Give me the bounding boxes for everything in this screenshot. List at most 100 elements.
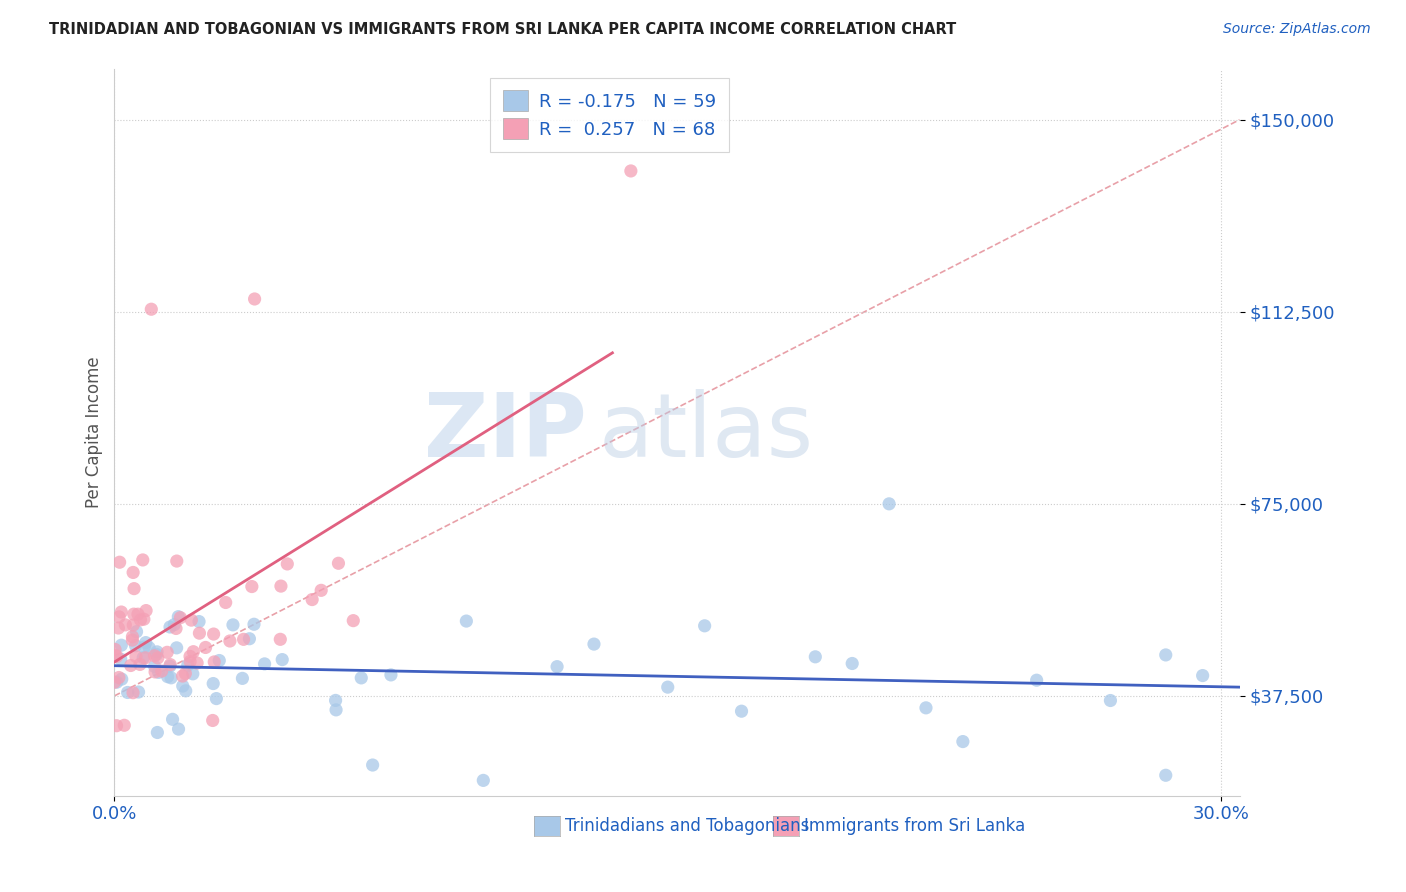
- Point: [276, 557, 298, 571]
- Point: [128, 685, 150, 699]
- Point: [143, 665, 166, 679]
- Point: [104, 642, 127, 657]
- Point: [122, 566, 145, 580]
- Point: [205, 691, 228, 706]
- Point: [693, 619, 716, 633]
- Point: [179, 649, 201, 664]
- Point: [105, 675, 128, 690]
- Point: [309, 583, 332, 598]
- Point: [125, 649, 148, 664]
- Point: [456, 614, 478, 628]
- Point: [110, 638, 132, 652]
- Point: [179, 655, 201, 669]
- Text: Source: ZipAtlas.com: Source: ZipAtlas.com: [1223, 22, 1371, 37]
- Point: [582, 637, 605, 651]
- Point: [146, 645, 169, 659]
- Point: [202, 655, 225, 669]
- Point: [134, 650, 156, 665]
- Point: [186, 656, 208, 670]
- Point: [620, 164, 643, 178]
- Point: [141, 302, 163, 317]
- Point: [243, 617, 266, 632]
- Point: [108, 555, 131, 569]
- Point: [110, 605, 132, 619]
- Point: [730, 704, 752, 718]
- Point: [108, 610, 131, 624]
- Point: [146, 725, 169, 739]
- Point: [232, 632, 254, 647]
- Point: [120, 658, 142, 673]
- Point: [181, 666, 204, 681]
- Point: [174, 666, 197, 681]
- Point: [160, 671, 183, 685]
- Point: [222, 618, 245, 632]
- Point: [159, 659, 181, 673]
- Point: [166, 640, 188, 655]
- Point: [215, 595, 238, 609]
- Point: [122, 607, 145, 621]
- Point: [804, 649, 827, 664]
- Point: [328, 556, 350, 570]
- Point: [124, 639, 146, 653]
- Point: [243, 292, 266, 306]
- Point: [166, 554, 188, 568]
- Point: [1025, 673, 1047, 688]
- Point: [172, 669, 194, 683]
- Point: [208, 653, 231, 667]
- Point: [188, 626, 211, 640]
- Text: Trinidadians and Tobagonians: Trinidadians and Tobagonians: [565, 817, 810, 835]
- Point: [156, 670, 179, 684]
- Point: [150, 664, 173, 678]
- Point: [134, 640, 156, 654]
- Point: [238, 632, 260, 646]
- Point: [201, 714, 224, 728]
- Point: [129, 657, 152, 672]
- Point: [135, 604, 157, 618]
- Y-axis label: Per Capita Income: Per Capita Income: [86, 356, 103, 508]
- Point: [325, 703, 347, 717]
- Point: [657, 680, 679, 694]
- Point: [122, 686, 145, 700]
- Point: [269, 632, 291, 647]
- Point: [111, 672, 134, 686]
- Point: [180, 613, 202, 627]
- Point: [546, 659, 568, 673]
- Text: TRINIDADIAN AND TOBAGONIAN VS IMMIGRANTS FROM SRI LANKA PER CAPITA INCOME CORREL: TRINIDADIAN AND TOBAGONIAN VS IMMIGRANTS…: [49, 22, 956, 37]
- Point: [1154, 648, 1177, 662]
- Point: [104, 648, 127, 663]
- Point: [122, 618, 145, 632]
- Point: [350, 671, 373, 685]
- Point: [1191, 668, 1213, 682]
- Point: [301, 592, 323, 607]
- Point: [135, 635, 157, 649]
- Point: [143, 659, 166, 673]
- Point: [202, 627, 225, 641]
- Point: [1099, 693, 1122, 707]
- Point: [177, 658, 200, 673]
- Point: [361, 758, 384, 772]
- Point: [271, 652, 294, 666]
- Point: [143, 648, 166, 663]
- Point: [148, 665, 170, 680]
- Legend: R = -0.175   N = 59, R =  0.257   N = 68: R = -0.175 N = 59, R = 0.257 N = 68: [491, 78, 728, 152]
- Point: [270, 579, 292, 593]
- Text: atlas: atlas: [598, 389, 813, 475]
- Point: [194, 640, 217, 655]
- Point: [103, 675, 125, 690]
- Point: [325, 693, 347, 707]
- Point: [132, 553, 155, 567]
- Point: [105, 719, 128, 733]
- Point: [121, 633, 143, 648]
- Point: [125, 624, 148, 639]
- Point: [132, 612, 155, 626]
- Point: [1154, 768, 1177, 782]
- Point: [129, 613, 152, 627]
- Point: [162, 712, 184, 726]
- Point: [231, 672, 253, 686]
- Point: [132, 650, 155, 665]
- Text: ZIP: ZIP: [425, 389, 586, 475]
- Point: [877, 497, 900, 511]
- Point: [108, 671, 131, 685]
- Point: [145, 648, 167, 662]
- Point: [253, 657, 276, 671]
